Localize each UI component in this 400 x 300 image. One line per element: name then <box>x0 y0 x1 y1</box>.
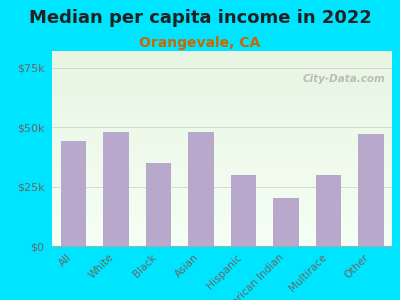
Bar <box>103 132 128 246</box>
Bar <box>358 134 384 246</box>
Bar <box>60 141 86 246</box>
Bar <box>146 163 171 246</box>
Bar <box>273 198 298 246</box>
Bar <box>316 175 341 246</box>
Text: Orangevale, CA: Orangevale, CA <box>139 36 261 50</box>
Text: Median per capita income in 2022: Median per capita income in 2022 <box>28 9 372 27</box>
Bar <box>188 132 214 246</box>
Text: City-Data.com: City-Data.com <box>302 74 385 84</box>
Bar <box>230 175 256 246</box>
